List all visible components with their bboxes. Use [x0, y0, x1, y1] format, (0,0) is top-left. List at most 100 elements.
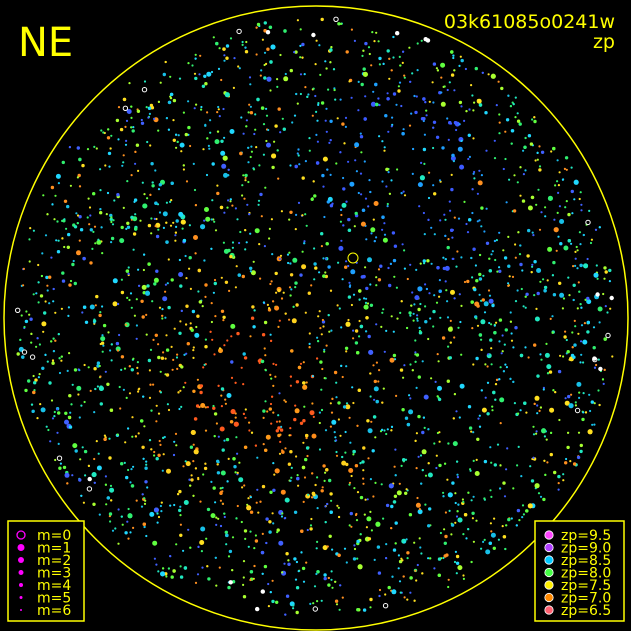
star-point	[244, 229, 247, 232]
star-point	[305, 561, 308, 564]
star-point	[192, 460, 195, 463]
star-point	[440, 76, 443, 79]
star-point	[169, 504, 172, 507]
star-point	[155, 563, 158, 566]
star-point	[370, 232, 373, 235]
star-point	[248, 213, 251, 216]
star-point	[588, 393, 591, 396]
star-point	[353, 487, 356, 490]
star-point	[366, 498, 369, 501]
star-point	[222, 241, 225, 244]
star-point	[188, 267, 191, 270]
star-point	[370, 101, 376, 107]
star-point	[357, 191, 360, 195]
star-point	[430, 262, 433, 265]
star-point	[352, 557, 357, 561]
star-point	[271, 153, 277, 159]
star-point	[98, 364, 101, 368]
star-point	[117, 106, 121, 109]
star-point	[538, 165, 542, 168]
star-point	[564, 461, 568, 465]
star-point	[603, 266, 607, 270]
star-point	[320, 232, 324, 236]
star-point	[124, 323, 127, 326]
star-point	[143, 425, 146, 428]
star-point	[463, 513, 468, 517]
star-point	[232, 457, 236, 461]
star-point	[244, 537, 247, 541]
star-point	[423, 133, 426, 136]
star-point	[219, 491, 223, 495]
star-point	[244, 46, 247, 49]
star-point	[323, 215, 326, 219]
star-point	[254, 539, 259, 543]
star-point	[198, 406, 201, 409]
star-point	[145, 333, 148, 336]
star-point	[64, 472, 70, 478]
star-point	[539, 406, 543, 409]
star-point	[450, 533, 453, 536]
star-point	[570, 242, 573, 245]
star-point	[196, 573, 200, 576]
star-point	[592, 346, 596, 350]
star-point	[192, 162, 195, 165]
star-point	[511, 275, 515, 278]
star-point	[247, 545, 250, 548]
star-point	[157, 129, 160, 132]
star-point	[264, 186, 267, 189]
star-point	[405, 538, 408, 541]
star-point	[179, 533, 183, 537]
corner-label: NE	[18, 20, 73, 66]
star-point	[202, 366, 205, 369]
star-point	[387, 171, 390, 174]
star-point	[192, 349, 195, 352]
star-point	[233, 465, 237, 469]
star-point	[385, 329, 388, 332]
star-point	[238, 461, 241, 464]
star-point	[223, 136, 226, 139]
star-point	[169, 224, 173, 227]
star-point	[141, 181, 144, 184]
star-point	[265, 107, 268, 110]
star-point	[78, 239, 81, 242]
star-point	[354, 329, 359, 333]
star-point	[341, 455, 344, 459]
star-point	[483, 311, 487, 314]
star-point	[400, 300, 403, 303]
star-point	[309, 602, 312, 606]
star-point	[398, 482, 401, 485]
star-point	[204, 338, 207, 341]
star-point	[175, 543, 178, 546]
star-point	[375, 399, 379, 404]
star-point	[398, 81, 402, 84]
star-point	[467, 491, 470, 494]
star-point	[356, 351, 360, 355]
star-point	[236, 452, 239, 455]
star-point	[564, 330, 567, 333]
star-point	[148, 396, 152, 399]
star-point	[126, 221, 130, 225]
star-point	[447, 492, 453, 498]
star-point	[91, 472, 97, 478]
star-point	[578, 197, 581, 201]
star-point	[342, 187, 346, 191]
star-point	[579, 443, 583, 448]
star-point	[134, 150, 137, 153]
star-point	[247, 111, 250, 114]
star-point	[248, 429, 251, 432]
star-point	[467, 528, 470, 531]
star-point	[120, 278, 123, 281]
star-point	[564, 156, 569, 160]
star-point	[285, 594, 290, 598]
star-point	[266, 410, 269, 413]
star-point	[302, 419, 306, 423]
star-point	[202, 473, 205, 476]
star-point	[298, 163, 301, 166]
star-point	[580, 324, 584, 327]
star-point	[400, 464, 403, 467]
star-point	[334, 98, 337, 101]
star-point	[593, 366, 597, 369]
star-point	[67, 314, 70, 317]
star-point	[450, 173, 453, 176]
star-point	[29, 227, 32, 230]
